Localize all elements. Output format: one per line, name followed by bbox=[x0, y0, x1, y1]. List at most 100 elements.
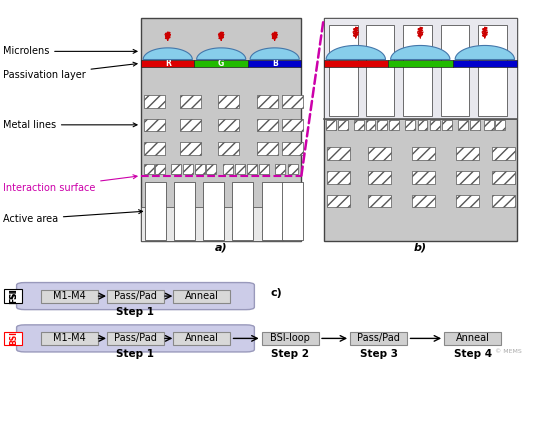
Bar bbox=[492, 195, 515, 207]
Bar bbox=[442, 120, 452, 130]
Bar bbox=[327, 195, 350, 207]
Text: FSI: FSI bbox=[9, 288, 18, 304]
Bar bbox=[235, 165, 245, 174]
Bar bbox=[232, 182, 253, 240]
Bar bbox=[403, 25, 432, 116]
Bar bbox=[257, 142, 278, 155]
Bar bbox=[174, 182, 195, 240]
Bar bbox=[478, 25, 507, 116]
Bar bbox=[405, 120, 415, 130]
Text: Step 3: Step 3 bbox=[360, 349, 398, 359]
Bar bbox=[456, 171, 479, 184]
Bar bbox=[183, 165, 193, 174]
Bar bbox=[458, 120, 468, 130]
Text: Interaction surface: Interaction surface bbox=[3, 175, 137, 192]
Bar bbox=[155, 165, 165, 174]
Polygon shape bbox=[390, 45, 450, 60]
Bar bbox=[470, 120, 480, 130]
Bar bbox=[257, 118, 278, 131]
Bar bbox=[180, 95, 201, 107]
FancyBboxPatch shape bbox=[107, 289, 164, 303]
Bar bbox=[248, 60, 301, 67]
Bar bbox=[145, 182, 166, 240]
Bar bbox=[326, 120, 336, 130]
FancyBboxPatch shape bbox=[107, 332, 164, 345]
Bar bbox=[141, 18, 301, 241]
Bar bbox=[366, 120, 375, 130]
Bar bbox=[412, 195, 435, 207]
Bar bbox=[412, 147, 435, 160]
Text: © MEMS: © MEMS bbox=[495, 349, 522, 354]
Bar bbox=[452, 60, 517, 67]
Text: Microlens: Microlens bbox=[3, 47, 137, 56]
Text: M1-M4: M1-M4 bbox=[53, 291, 86, 301]
Bar bbox=[368, 171, 391, 184]
Text: Pass/Pad: Pass/Pad bbox=[114, 333, 157, 343]
FancyBboxPatch shape bbox=[445, 332, 502, 345]
Bar bbox=[492, 171, 515, 184]
Bar bbox=[218, 95, 239, 107]
Text: Passivation layer: Passivation layer bbox=[3, 62, 137, 80]
Text: B: B bbox=[272, 59, 278, 68]
Text: Anneal: Anneal bbox=[456, 333, 490, 343]
Bar bbox=[223, 165, 233, 174]
Bar bbox=[492, 147, 515, 160]
Text: Step 1: Step 1 bbox=[117, 349, 154, 359]
Text: c): c) bbox=[270, 288, 283, 298]
Text: Metal lines: Metal lines bbox=[3, 120, 137, 130]
Text: BSI-loop: BSI-loop bbox=[270, 333, 310, 343]
Bar bbox=[456, 147, 479, 160]
Bar bbox=[257, 95, 278, 107]
FancyBboxPatch shape bbox=[351, 332, 407, 345]
Bar bbox=[282, 95, 303, 107]
Bar bbox=[203, 182, 224, 240]
Bar bbox=[327, 171, 350, 184]
Bar bbox=[180, 118, 201, 131]
Bar bbox=[324, 18, 517, 241]
Bar bbox=[366, 25, 394, 116]
Text: Pass/Pad: Pass/Pad bbox=[357, 333, 400, 343]
FancyBboxPatch shape bbox=[17, 283, 254, 310]
Bar bbox=[141, 207, 301, 241]
Bar bbox=[377, 120, 387, 130]
Bar bbox=[282, 182, 303, 240]
Bar bbox=[324, 18, 517, 119]
Text: G: G bbox=[218, 59, 225, 68]
Bar bbox=[218, 142, 239, 155]
Polygon shape bbox=[455, 45, 514, 60]
Bar bbox=[412, 171, 435, 184]
Text: Anneal: Anneal bbox=[185, 291, 219, 301]
Text: BSI: BSI bbox=[9, 331, 18, 346]
Text: b): b) bbox=[414, 242, 427, 253]
Bar bbox=[275, 165, 285, 174]
Text: Anneal: Anneal bbox=[185, 333, 219, 343]
Bar bbox=[288, 165, 298, 174]
Bar bbox=[389, 120, 399, 130]
FancyBboxPatch shape bbox=[4, 332, 22, 345]
Bar bbox=[327, 147, 350, 160]
Bar bbox=[418, 120, 427, 130]
FancyBboxPatch shape bbox=[41, 289, 98, 303]
Bar bbox=[354, 120, 364, 130]
Polygon shape bbox=[326, 45, 385, 60]
Polygon shape bbox=[143, 48, 192, 60]
Bar bbox=[338, 120, 348, 130]
Text: Pass/Pad: Pass/Pad bbox=[114, 291, 157, 301]
Bar bbox=[144, 165, 154, 174]
Polygon shape bbox=[250, 48, 299, 60]
Bar bbox=[324, 60, 388, 67]
Bar bbox=[180, 142, 201, 155]
FancyBboxPatch shape bbox=[174, 289, 231, 303]
FancyBboxPatch shape bbox=[4, 289, 22, 303]
Bar bbox=[141, 60, 195, 67]
Bar bbox=[282, 142, 303, 155]
Bar bbox=[495, 120, 505, 130]
Bar bbox=[368, 147, 391, 160]
Bar bbox=[456, 195, 479, 207]
Bar bbox=[144, 142, 165, 155]
Text: M1-M4: M1-M4 bbox=[53, 333, 86, 343]
Bar bbox=[171, 165, 181, 174]
Bar bbox=[247, 165, 257, 174]
Bar bbox=[195, 60, 248, 67]
Text: R: R bbox=[165, 59, 171, 68]
